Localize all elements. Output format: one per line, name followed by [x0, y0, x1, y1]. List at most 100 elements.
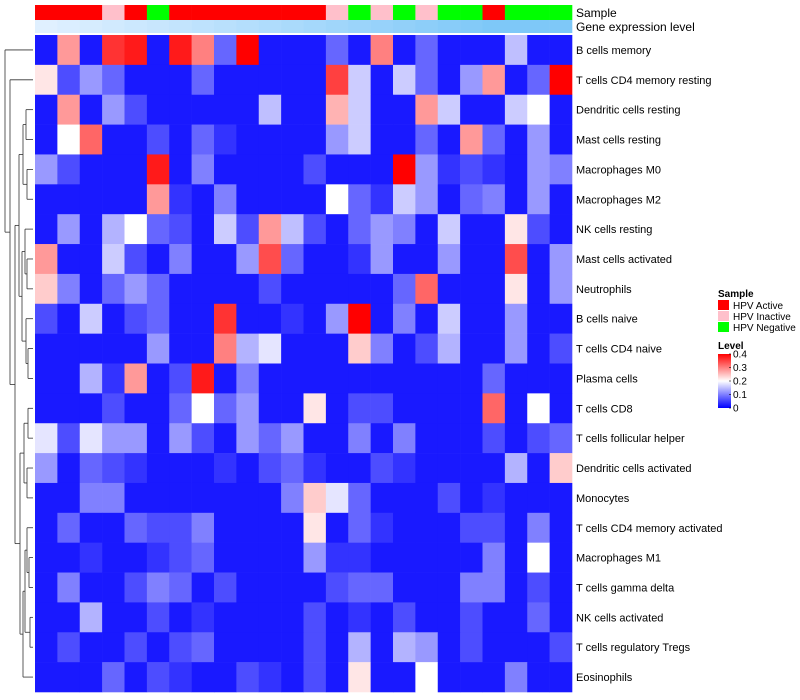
heatmap-cell	[57, 512, 81, 543]
heatmap-cell	[214, 482, 237, 514]
heatmap-cell	[281, 64, 304, 96]
heatmap-cell	[460, 453, 483, 484]
heatmap-cell	[303, 393, 327, 424]
heatmap-cell	[79, 273, 103, 305]
heatmap-cell	[549, 64, 573, 96]
heatmap-cell	[415, 35, 439, 66]
heatmap-cell	[57, 273, 81, 305]
heatmap-cell	[325, 35, 349, 66]
heatmap-cell	[214, 363, 237, 394]
heatmap-cell	[437, 35, 461, 66]
heatmap-cell	[482, 35, 506, 66]
heatmap-cell	[303, 453, 327, 484]
heatmap-cell	[437, 363, 461, 394]
heatmap-cell	[57, 333, 81, 364]
heatmap-cell	[124, 124, 148, 155]
heatmap-cell	[549, 482, 573, 514]
heatmap-cell	[504, 184, 528, 215]
heatmap-cell	[482, 632, 506, 663]
heatmap-cell	[325, 94, 349, 125]
heatmap-cell	[102, 94, 125, 125]
heatmap-cell	[482, 184, 506, 215]
heatmap-cell	[370, 154, 394, 185]
heatmap-cell	[415, 602, 439, 633]
heatmap-cell	[214, 64, 237, 96]
row-label: Eosinophils	[576, 672, 633, 684]
heatmap-cell	[57, 632, 81, 663]
heatmap-cell	[79, 482, 103, 514]
heatmap-cell	[281, 393, 304, 424]
heatmap-cell	[437, 393, 461, 424]
legend-level-colorbar	[718, 354, 731, 408]
heatmap-cell	[214, 662, 237, 693]
heatmap-cell	[169, 453, 192, 484]
heatmap-cell	[57, 124, 81, 155]
heatmap-cell	[415, 333, 439, 364]
heatmap-cell	[437, 512, 461, 543]
heatmap-cell	[370, 393, 394, 424]
row-label: T cells CD4 naive	[576, 344, 662, 356]
row-label: Dendritic cells resting	[576, 105, 681, 117]
row-label: T cells gamma delta	[576, 582, 675, 594]
heatmap-cell	[146, 184, 170, 215]
heatmap-cell	[258, 154, 282, 185]
row-label: Macrophages M1	[576, 553, 661, 565]
heatmap-cell	[102, 244, 125, 275]
heatmap-cell	[504, 662, 528, 693]
heatmap-cell	[146, 542, 170, 573]
heatmap-cell	[281, 333, 304, 364]
heatmap-cell	[482, 154, 506, 185]
heatmap-cell	[325, 64, 349, 96]
heatmap-cell	[191, 572, 215, 603]
heatmap-cell	[102, 64, 125, 96]
heatmap-cell	[549, 184, 573, 215]
heatmap-cell	[102, 423, 125, 454]
heatmap-cell	[549, 512, 573, 543]
heatmap-cell	[102, 154, 125, 185]
heatmap-cell	[281, 124, 304, 155]
heatmap-cell	[393, 303, 416, 334]
heatmap-cell	[35, 124, 58, 155]
heatmap-cell	[169, 482, 192, 514]
heatmap-cell	[57, 214, 81, 245]
heatmap-cell	[415, 572, 439, 603]
expression-annotation-cell	[57, 20, 81, 33]
sample-annotation-cell	[549, 5, 573, 20]
expression-annotation-cell	[325, 20, 349, 33]
row-label: T cells regulatory Tregs	[576, 642, 691, 654]
heatmap-cell	[415, 423, 439, 454]
sample-annotation-cell	[370, 5, 394, 20]
heatmap-cell	[79, 154, 103, 185]
heatmap-cell	[348, 632, 371, 663]
heatmap-cell	[393, 512, 416, 543]
expression-annotation-cell	[214, 20, 237, 33]
heatmap-cell	[325, 482, 349, 514]
heatmap-cell	[57, 64, 81, 96]
heatmap-cell	[437, 273, 461, 305]
legend-level-tick-label: 0.3	[733, 363, 747, 374]
heatmap-cell	[504, 154, 528, 185]
heatmap-cell	[281, 602, 304, 633]
heatmap-cell	[504, 94, 528, 125]
heatmap-cell	[191, 363, 215, 394]
heatmap-cell	[146, 602, 170, 633]
heatmap-cell	[303, 64, 327, 96]
heatmap-cell	[437, 124, 461, 155]
heatmap-cell	[258, 542, 282, 573]
heatmap-cell	[79, 35, 103, 66]
heatmap-cell	[549, 303, 573, 334]
heatmap-cell	[415, 214, 439, 245]
heatmap-cell	[393, 184, 416, 215]
heatmap-cell	[325, 572, 349, 603]
heatmap-cell	[146, 482, 170, 514]
heatmap-cell	[124, 35, 148, 66]
expression-annotation-cell	[527, 20, 550, 33]
heatmap-cell	[460, 124, 483, 155]
heatmap-cell	[527, 35, 550, 66]
heatmap-cell	[393, 572, 416, 603]
heatmap-cell	[504, 363, 528, 394]
heatmap-cell	[415, 512, 439, 543]
sample-annotation-cell	[281, 5, 304, 20]
heatmap-cell	[303, 124, 327, 155]
heatmap-cell	[169, 423, 192, 454]
